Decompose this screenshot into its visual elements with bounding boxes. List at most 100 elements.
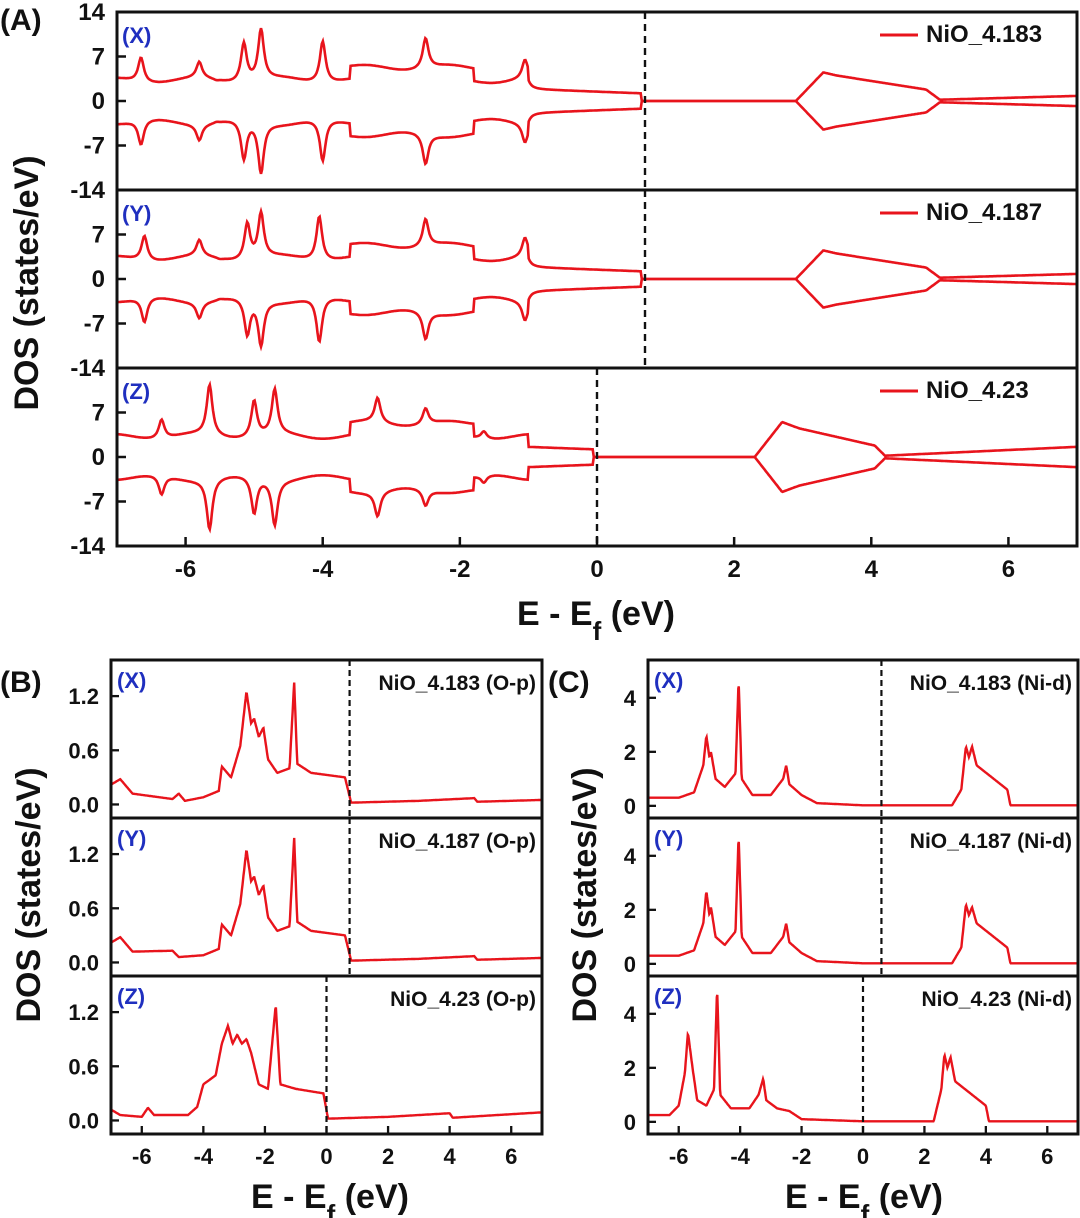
legend-label: NiO_4.23 <box>926 377 1029 404</box>
x-axis-label-sub: f <box>593 616 602 646</box>
y-tick-label-b: 1.2 <box>68 842 99 867</box>
y-tick-label-c: 4 <box>624 1002 637 1027</box>
x-tick-label-c: 0 <box>857 1144 869 1169</box>
sublabel-x: (X) <box>122 23 151 48</box>
panel-label-a: (A) <box>0 4 42 37</box>
dos-curve-spin-down-0 <box>117 99 1077 175</box>
x-tick-label-a: -6 <box>175 556 196 583</box>
pdos-curve-b-1 <box>110 837 543 962</box>
legend-label-b: NiO_4.23 (O-p) <box>390 988 536 1011</box>
legend-label-c: NiO_4.187 (Ni-d) <box>910 830 1072 853</box>
legend-label: NiO_4.187 <box>926 199 1042 226</box>
y-tick-label-c: 0 <box>624 952 636 977</box>
y-tick-label-b: 0.6 <box>68 738 99 763</box>
sublabel-b-1: (Y) <box>117 826 146 851</box>
subplot-a-0: 14 7 0 -7 -14 (X) NiO_4.183 <box>70 0 1079 204</box>
dos-curve-spin-up-1 <box>117 206 1077 281</box>
subplot-b-1: 1.2 0.6 0.0 (Y) NiO_4.187 (O-p) <box>68 816 544 978</box>
legend-label-b: NiO_4.187 (O-p) <box>378 830 536 853</box>
sublabel-b-0: (X) <box>117 668 146 693</box>
panel-label-c: (C) <box>548 666 590 699</box>
y-tick-label-a: -14 <box>70 177 105 204</box>
x-tick-label-b: 2 <box>382 1144 394 1169</box>
pdos-curve-b-0 <box>110 682 543 804</box>
x-tick-label-c: 4 <box>980 1144 993 1169</box>
x-tick-label-b: 4 <box>444 1144 457 1169</box>
y-tick-label-b: 0.0 <box>68 792 99 817</box>
y-tick-label-c: 2 <box>624 898 636 923</box>
sublabel-c-2: (Z) <box>654 984 682 1009</box>
y-tick-label-a: 7 <box>92 44 105 71</box>
subplot-c-0: 4 2 0 (X) NiO_4.183 (Ni-d) <box>624 658 1080 820</box>
y-tick-label-a: -14 <box>70 533 105 560</box>
y-tick-label-a: -7 <box>84 489 105 516</box>
x-axis-label-unit: (eV) <box>611 595 675 633</box>
x-tick-label-c: -6 <box>669 1144 689 1169</box>
x-axis-label-main: E - E <box>517 595 593 633</box>
x-tick-label-a: -4 <box>312 556 334 583</box>
sublabel-c-0: (X) <box>654 668 683 693</box>
y-axis-label-b: DOS (states/eV) <box>10 767 48 1022</box>
x-tick-label-a: 6 <box>1002 556 1015 583</box>
y-tick-label-a: 0 <box>92 266 105 293</box>
y-tick-label-a: 14 <box>78 0 105 26</box>
y-tick-label-b: 1.2 <box>68 684 99 709</box>
legend-label-c: NiO_4.183 (Ni-d) <box>910 672 1072 695</box>
y-tick-label-c: 0 <box>624 1110 636 1135</box>
subplot-c-1: 4 2 0 (Y) NiO_4.187 (Ni-d) <box>624 816 1080 978</box>
y-tick-label-a: 0 <box>92 444 105 471</box>
y-tick-label-a: -14 <box>70 355 105 382</box>
legend-label: NiO_4.183 <box>926 21 1042 48</box>
x-tick-label-c: 6 <box>1041 1144 1053 1169</box>
y-tick-label-b: 0.0 <box>68 1108 99 1133</box>
y-tick-label-c: 0 <box>624 794 636 819</box>
y-tick-label-a: -7 <box>84 311 105 338</box>
pdos-curve-c-0 <box>648 686 1078 807</box>
x-tick-label-a: -2 <box>449 556 470 583</box>
x-axis-label-c: E - Ef (eV) <box>785 1178 943 1218</box>
x-tick-label-b: 6 <box>505 1144 517 1169</box>
y-tick-label-b: 0.6 <box>68 896 99 921</box>
dos-curve-spin-down-1 <box>117 277 1077 352</box>
legend-label-c: NiO_4.23 (Ni-d) <box>921 988 1072 1011</box>
sublabel-z: (Z) <box>122 379 150 404</box>
x-tick-label-c: -2 <box>792 1144 812 1169</box>
y-tick-label-a: 0 <box>92 88 105 115</box>
y-axis-label-c: DOS (states/eV) <box>566 767 604 1022</box>
sublabel-b-2: (Z) <box>117 984 145 1009</box>
x-tick-label-b: -4 <box>194 1144 214 1169</box>
subplot-b-2: 1.2 0.6 0.0 (Z) NiO_4.23 (O-p) <box>68 974 544 1136</box>
subplot-a-2: 7 0 -7 -14 (Z) NiO_4.23 <box>70 366 1079 560</box>
y-tick-label-a: 7 <box>92 222 105 249</box>
y-tick-label-c: 4 <box>624 844 637 869</box>
y-axis-label-a: DOS (states/eV) <box>8 155 46 410</box>
x-tick-label-a: 2 <box>727 556 740 583</box>
sublabel-y: (Y) <box>122 201 151 226</box>
x-tick-label-b: -2 <box>255 1144 275 1169</box>
dos-curve-spin-up-0 <box>117 27 1077 103</box>
pdos-curve-c-1 <box>648 841 1078 965</box>
y-tick-label-b: 1.2 <box>68 1000 99 1025</box>
x-tick-label-c: 2 <box>918 1144 930 1169</box>
x-tick-label-c: -4 <box>730 1144 750 1169</box>
y-tick-label-c: 4 <box>624 686 637 711</box>
x-tick-label-a: 0 <box>590 556 603 583</box>
x-axis-label-b: E - Ef (eV) <box>251 1178 409 1218</box>
y-tick-label-b: 0.0 <box>68 950 99 975</box>
x-tick-label-b: 0 <box>320 1144 332 1169</box>
x-tick-label-a: 4 <box>865 556 879 583</box>
y-tick-label-c: 2 <box>624 740 636 765</box>
y-tick-label-a: 7 <box>92 400 105 427</box>
legend-label-b: NiO_4.183 (O-p) <box>378 672 536 695</box>
panel-label-b: (B) <box>0 666 42 699</box>
subplot-c-2: 4 2 0 (Z) NiO_4.23 (Ni-d) <box>624 974 1080 1136</box>
x-axis-label-a: E - Ef (eV) <box>517 595 675 646</box>
y-tick-label-a: -7 <box>84 133 105 160</box>
subplot-b-0: 1.2 0.6 0.0 (X) NiO_4.183 (O-p) <box>68 658 544 820</box>
subplot-a-1: 7 0 -7 -14 (Y) NiO_4.187 <box>70 188 1079 382</box>
y-tick-label-c: 2 <box>624 1056 636 1081</box>
sublabel-c-1: (Y) <box>654 826 683 851</box>
y-tick-label-b: 0.6 <box>68 1054 99 1079</box>
x-tick-label-b: -6 <box>132 1144 152 1169</box>
